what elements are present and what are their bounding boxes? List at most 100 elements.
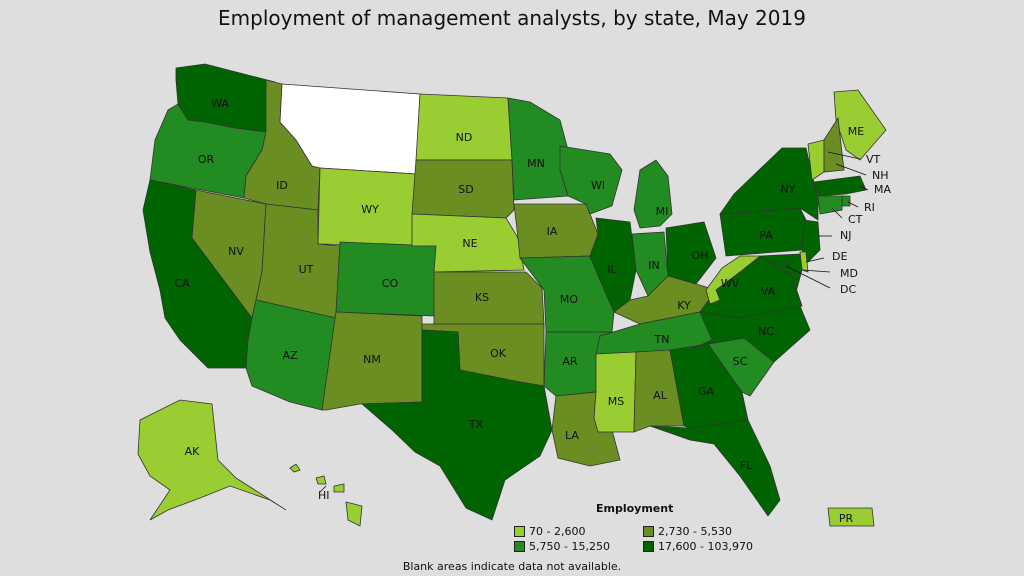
leader-line-de xyxy=(805,257,825,263)
footnote: Blank areas indicate data not available. xyxy=(402,560,622,573)
state-label-nc: NC xyxy=(758,325,774,338)
state-label-in: IN xyxy=(648,259,659,272)
state-label-md: MD xyxy=(840,267,858,280)
state-label-ms: MS xyxy=(608,395,624,408)
state-md xyxy=(758,253,803,294)
state-ny xyxy=(719,147,819,221)
state-label-sc: SC xyxy=(733,355,748,368)
state-label-dc: DC xyxy=(840,283,856,296)
state-mi xyxy=(633,159,673,229)
leader-line-dc xyxy=(785,265,831,289)
state-label-sd: SD xyxy=(458,183,473,196)
state-label-az: AZ xyxy=(282,349,298,362)
state-label-nv: NV xyxy=(228,245,244,258)
state-label-wi: WI xyxy=(591,179,605,192)
state-label-mo: MO xyxy=(560,293,578,306)
state-label-al: AL xyxy=(653,389,668,402)
state-pr xyxy=(827,507,875,527)
state-ri xyxy=(841,195,851,207)
state-label-ct: CT xyxy=(848,213,863,226)
state-label-il: IL xyxy=(607,263,617,276)
state-label-mn: MN xyxy=(527,157,545,170)
state-label-co: CO xyxy=(382,277,399,290)
leader-line-vt xyxy=(827,151,861,160)
state-nd xyxy=(415,93,513,161)
state-label-ia: IA xyxy=(547,225,558,238)
legend-label: 17,600 - 103,970 xyxy=(658,540,753,553)
legend-label: 2,730 - 5,530 xyxy=(658,525,732,538)
state-wi xyxy=(559,145,623,215)
state-tx xyxy=(360,329,553,521)
state-label-de: DE xyxy=(832,250,847,263)
state-label-nj: NJ xyxy=(840,229,851,242)
state-label-va: VA xyxy=(761,285,776,298)
state-fl xyxy=(649,419,781,517)
state-hi xyxy=(289,463,363,527)
state-ks xyxy=(433,271,545,325)
state-ct xyxy=(817,195,843,215)
leader-line-hi xyxy=(319,485,327,493)
state-me xyxy=(833,89,887,161)
state-label-or: OR xyxy=(198,153,215,166)
legend-swatch xyxy=(514,526,525,537)
state-label-ma: MA xyxy=(874,183,891,196)
map-title: Employment of management analysts, by st… xyxy=(218,6,806,30)
state-label-fl: FL xyxy=(740,459,753,472)
state-label-ar: AR xyxy=(562,355,578,368)
state-label-ri: RI xyxy=(864,201,875,214)
legend-swatch xyxy=(643,526,654,537)
leader-line-nh xyxy=(835,163,867,176)
state-label-me: ME xyxy=(848,125,864,138)
legend-swatch xyxy=(514,541,525,552)
state-ne xyxy=(411,213,525,273)
state-nh xyxy=(823,116,845,173)
state-mn xyxy=(507,97,569,201)
leader-line-ri xyxy=(847,201,859,208)
leader-line-md xyxy=(801,269,831,273)
state-al xyxy=(633,349,685,433)
state-label-wa: WA xyxy=(211,97,229,110)
legend-item-bin-1: 70 - 2,600 xyxy=(514,525,585,538)
legend-item-bin-3: 5,750 - 15,250 xyxy=(514,540,610,553)
state-label-ga: GA xyxy=(698,385,715,398)
state-ms xyxy=(593,351,637,433)
state-label-vt: VT xyxy=(866,153,881,166)
state-label-ut: UT xyxy=(299,263,314,276)
state-label-ak: AK xyxy=(185,445,201,458)
state-nm xyxy=(321,311,423,411)
state-label-ny: NY xyxy=(781,183,796,196)
state-wv xyxy=(705,255,762,305)
legend-title: Employment xyxy=(596,502,674,515)
state-label-oh: OH xyxy=(692,249,709,262)
state-label-wy: WY xyxy=(361,203,379,216)
state-label-nm: NM xyxy=(363,353,381,366)
state-label-ky: KY xyxy=(677,299,691,312)
state-label-pr: PR xyxy=(839,512,854,525)
leader-line-ma xyxy=(859,185,869,191)
legend-item-bin-4: 17,600 - 103,970 xyxy=(643,540,753,553)
legend-label: 70 - 2,600 xyxy=(529,525,586,538)
state-oh xyxy=(665,221,717,285)
state-label-pa: PA xyxy=(759,229,773,242)
state-label-hi: HI xyxy=(318,489,330,502)
state-label-ok: OK xyxy=(490,347,507,360)
state-label-ks: KS xyxy=(475,291,489,304)
state-ak xyxy=(137,399,287,521)
state-ma xyxy=(813,175,867,197)
state-nj xyxy=(801,219,821,263)
state-label-id: ID xyxy=(276,179,288,192)
leader-line-ct xyxy=(831,207,843,219)
state-label-tx: TX xyxy=(468,418,484,431)
legend-swatch xyxy=(643,541,654,552)
legend-label: 5,750 - 15,250 xyxy=(529,540,610,553)
state-label-la: LA xyxy=(565,429,579,442)
state-label-mi: MI xyxy=(656,205,669,218)
state-sd xyxy=(411,159,515,219)
state-label-ne: NE xyxy=(462,237,477,250)
state-label-nd: ND xyxy=(456,131,473,144)
legend-item-bin-2: 2,730 - 5,530 xyxy=(643,525,732,538)
state-label-ca: CA xyxy=(174,277,190,290)
state-label-nh: NH xyxy=(872,169,889,182)
state-label-tn: TN xyxy=(654,333,670,346)
